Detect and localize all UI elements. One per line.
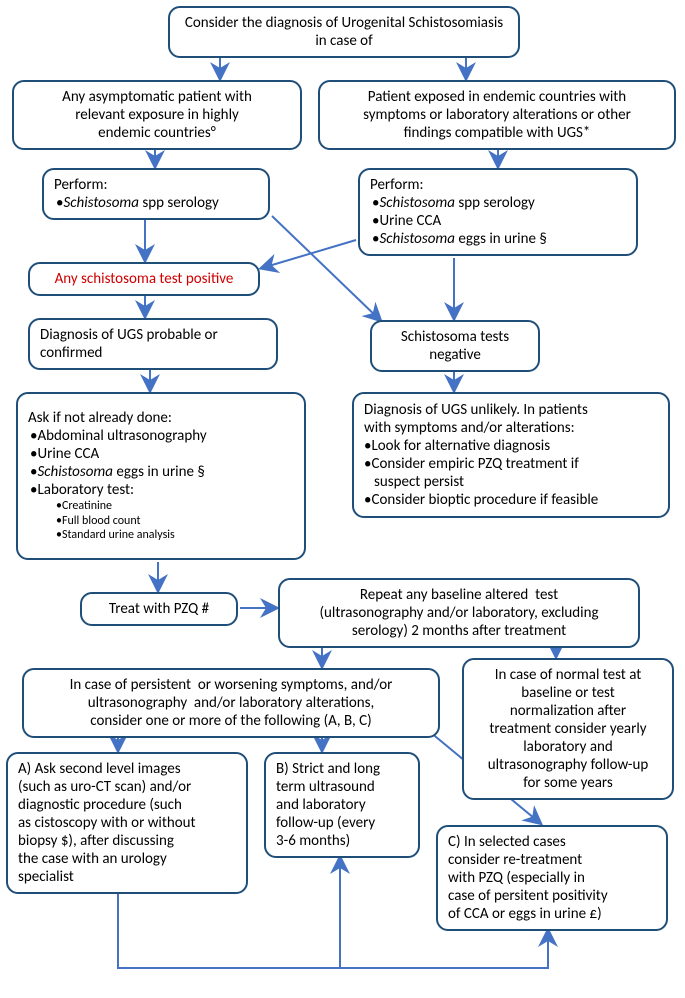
- node-text: in case of: [315, 32, 372, 50]
- node-text: suspect persist: [364, 473, 464, 491]
- node-text: •Schistosoma eggs in urine §: [28, 463, 205, 481]
- node-text: In case of persistent or worsening sympt…: [70, 676, 393, 694]
- node-text: Schistosoma: [379, 230, 455, 248]
- node-text: •Abdominal ultrasonography: [28, 427, 207, 445]
- node-text: laboratory and: [523, 738, 613, 756]
- node-text: •Urine CCA: [370, 212, 441, 230]
- node-text: •Consider empiric PZQ treatment if: [364, 455, 579, 473]
- node-text: Perform:: [54, 176, 108, 194]
- node-text: Schistosoma: [63, 194, 139, 212]
- node-text: and laboratory: [276, 796, 366, 814]
- node-text: (such as uro-CT scan) and/or: [18, 778, 191, 796]
- flow-node-n10: Ask if not already done:•Abdominal ultra…: [16, 392, 306, 560]
- node-text: Diagnosis of UGS unlikely. In patients: [364, 401, 588, 419]
- node-text: for some years: [523, 774, 613, 792]
- node-text: •Urine CCA: [28, 445, 99, 463]
- node-text: as cistoscopy with or without: [18, 814, 196, 832]
- node-text: confirmed: [40, 344, 102, 362]
- node-text: Treat with PZQ #: [109, 600, 209, 618]
- node-text: endemic countries°: [98, 124, 216, 142]
- node-text: with PZQ (especially in: [448, 869, 585, 887]
- node-text: term ultrasound: [276, 778, 375, 796]
- flow-node-n3: Patient exposed in endemic countries wit…: [318, 80, 676, 150]
- node-text: treatment consider yearly: [489, 720, 646, 738]
- flow-arrow: [262, 240, 356, 268]
- node-text: •Standard urine analysis: [28, 528, 175, 542]
- node-text: Repeat any baseline altered test: [360, 586, 558, 604]
- node-text: Consider the diagnosis of Urogenital Sch…: [185, 14, 503, 32]
- node-text: •Creatinine: [28, 499, 112, 513]
- node-text: symptoms or laboratory alterations or ot…: [363, 106, 631, 124]
- node-text: diagnostic procedure (such: [18, 796, 182, 814]
- node-text: Diagnosis of UGS probable or: [40, 326, 218, 344]
- node-text: B) Strict and long: [276, 760, 380, 778]
- flow-node-n7: Diagnosis of UGS probable orconfirmed: [28, 318, 278, 370]
- node-text: with symptoms and/or alterations:: [364, 419, 575, 437]
- node-text: •Schistosoma eggs in urine §: [370, 230, 547, 248]
- flow-node-n2: Any asymptomatic patient withrelevant ex…: [12, 80, 302, 150]
- node-text: •Schistosoma spp serology: [54, 194, 219, 212]
- flow-node-n8: Schistosoma testsnegative: [370, 320, 540, 372]
- node-text: serology) 2 months after treatment: [352, 622, 566, 640]
- flow-node-n15: A) Ask second level images(such as uro-C…: [6, 752, 248, 894]
- node-text: Schistosoma: [37, 463, 113, 481]
- node-text: ultrasonography and/or laboratory altera…: [88, 694, 375, 712]
- node-text: Schistosoma tests: [401, 328, 509, 346]
- node-text: Any asymptomatic patient with: [62, 88, 252, 106]
- node-text: •Consider bioptic procedure if feasible: [364, 491, 598, 509]
- node-text: Patient exposed in endemic countries wit…: [368, 88, 626, 106]
- node-text: Ask if not already done:: [28, 409, 172, 427]
- node-text: baseline or test: [521, 684, 615, 702]
- node-text: consider one or more of the following (A…: [90, 712, 371, 730]
- node-text: findings compatible with UGS*: [404, 124, 591, 142]
- node-text: normalization after: [510, 702, 626, 720]
- node-text: consider re-treatment: [448, 851, 582, 869]
- node-text: •Full blood count: [28, 514, 141, 528]
- flow-node-n4: Perform:•Schistosoma spp serology: [42, 168, 270, 220]
- node-text: •Schistosoma spp serology: [370, 194, 535, 212]
- flow-node-n13: In case of persistent or worsening sympt…: [22, 668, 440, 738]
- node-text: specialist: [18, 868, 74, 886]
- flow-node-n11: Treat with PZQ #: [80, 592, 238, 626]
- node-text: follow-up (every: [276, 814, 375, 832]
- flow-node-n6: Any schistosoma test positive: [28, 262, 260, 296]
- node-text: case of persitent positivity: [448, 887, 608, 905]
- node-text: •Laboratory test:: [28, 481, 134, 499]
- node-text: relevant exposure in highly: [75, 106, 239, 124]
- node-text: In case of normal test at: [495, 666, 642, 684]
- flow-node-n17: C) In selected casesconsider re-treatmen…: [436, 825, 668, 931]
- node-text: 3-6 months): [276, 832, 350, 850]
- node-text: •Look for alternative diagnosis: [364, 437, 550, 455]
- flow-node-n14: In case of normal test atbaseline or tes…: [462, 658, 674, 800]
- node-text: Any schistosoma test positive: [55, 270, 234, 288]
- flow-node-n16: B) Strict and longterm ultrasoundand lab…: [264, 752, 420, 858]
- node-text: Perform:: [370, 176, 424, 194]
- flow-node-n9: Diagnosis of UGS unlikely. In patientswi…: [352, 392, 670, 518]
- flow-node-n5: Perform:•Schistosoma spp serology•Urine …: [358, 168, 638, 256]
- flow-node-n12: Repeat any baseline altered test(ultraso…: [278, 578, 640, 648]
- node-text: A) Ask second level images: [18, 760, 181, 778]
- node-text: biopsy $), after discussing: [18, 832, 174, 850]
- flow-arrow: [340, 931, 548, 968]
- flow-node-n1: Consider the diagnosis of Urogenital Sch…: [168, 6, 520, 58]
- node-text: the case with an urology: [18, 850, 167, 868]
- node-text: negative: [429, 346, 481, 364]
- node-text: Schistosoma: [379, 194, 455, 212]
- node-text: C) In selected cases: [448, 833, 566, 851]
- node-text: (ultrasonography and/or laboratory, excl…: [319, 604, 598, 622]
- node-text: ultrasonography follow-up: [488, 756, 649, 774]
- node-text: of CCA or eggs in urine £): [448, 905, 602, 923]
